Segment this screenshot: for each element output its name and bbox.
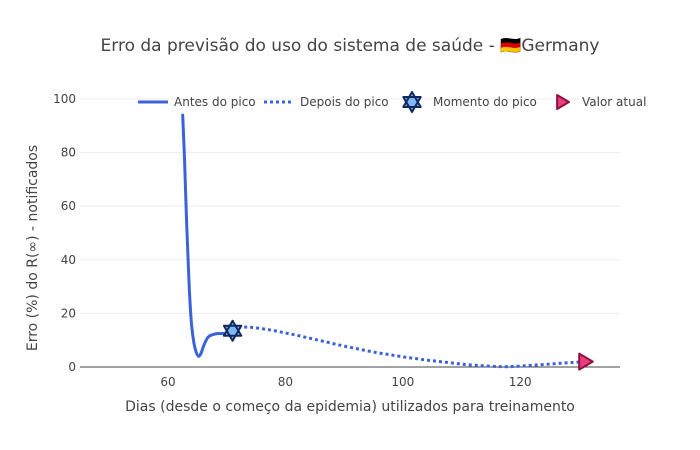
series-lines bbox=[181, 113, 585, 369]
y-tick-label: 80 bbox=[61, 146, 76, 160]
x-tick-label: 80 bbox=[278, 375, 293, 389]
series-markers bbox=[222, 319, 594, 371]
legend-swatch-peak bbox=[402, 91, 422, 113]
y-tick-label: 0 bbox=[68, 360, 76, 374]
legend-swatch-current bbox=[556, 94, 570, 110]
gridlines bbox=[80, 98, 620, 368]
x-tick-label: 60 bbox=[160, 375, 175, 389]
x-tick-label: 120 bbox=[509, 375, 532, 389]
x-tick-label: 100 bbox=[391, 375, 414, 389]
y-tick-label: 100 bbox=[53, 92, 76, 106]
legend-label-current: Valor atual bbox=[582, 95, 646, 109]
peak-marker bbox=[222, 319, 243, 342]
chart-title: Erro da previsão do uso do sistema de sa… bbox=[101, 36, 600, 56]
series-line-after-peak bbox=[231, 325, 585, 369]
x-axis-ticks: 60 80 100 120 bbox=[160, 375, 531, 389]
y-axis-title: Erro (%) do R(∞) - notificados bbox=[25, 145, 41, 351]
y-tick-label: 40 bbox=[61, 253, 76, 267]
legend: Antes do pico Depois do pico Momento do pi… bbox=[138, 91, 646, 113]
legend-label-after-peak: Depois do pico bbox=[300, 95, 389, 109]
x-axis-title: Dias (desde o começo da epidemia) utiliz… bbox=[125, 399, 575, 415]
y-axis-ticks: 0 20 40 60 80 100 bbox=[53, 92, 76, 374]
y-tick-label: 60 bbox=[61, 199, 76, 213]
series-line-before-peak bbox=[181, 113, 235, 358]
legend-label-peak: Momento do pico bbox=[433, 95, 537, 109]
y-tick-label: 20 bbox=[61, 306, 76, 320]
current-value-marker bbox=[578, 352, 594, 371]
legend-label-before-peak: Antes do pico bbox=[174, 95, 256, 109]
